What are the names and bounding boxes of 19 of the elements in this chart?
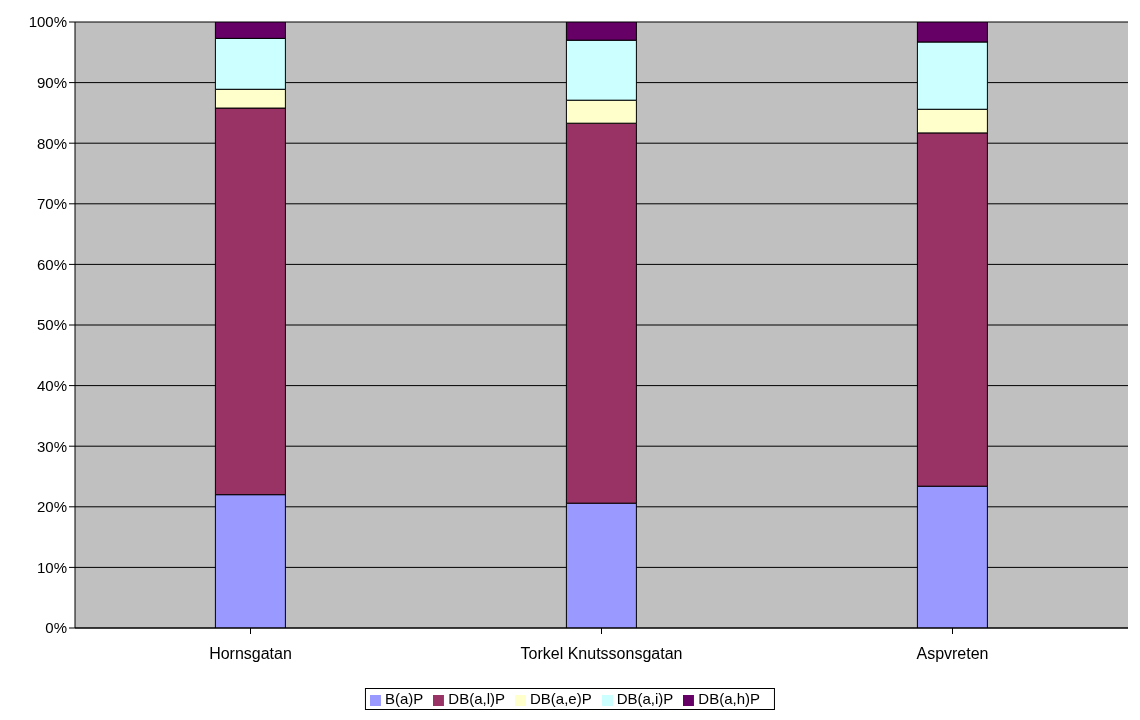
y-tick-label: 100% [28,13,67,31]
y-tick-label: 40% [36,376,67,394]
y-tick-label: 20% [36,498,67,516]
x-tick-label: Torkel Knutssonsgatan [520,645,683,663]
legend-label: DB(a,e)P [529,690,592,707]
y-tick-label: 70% [36,195,67,213]
y-tick-label: 90% [36,73,67,91]
y-tick-label: 10% [36,558,67,576]
legend-label: B(a)P [384,690,424,707]
x-tick-label: Aspvreten [916,645,989,663]
y-tick-label: 0% [45,619,67,637]
y-tick-label: 30% [36,437,67,455]
legend-label: DB(a,l)P [448,690,505,707]
legend-label: DB(a,i)P [616,690,674,707]
y-tick-label: 50% [36,316,67,334]
x-tick-label: Hornsgatan [209,645,292,663]
y-tick-label: 80% [36,134,67,152]
y-tick-label: 60% [36,255,67,273]
legend-label: DB(a,h)P [698,690,761,707]
